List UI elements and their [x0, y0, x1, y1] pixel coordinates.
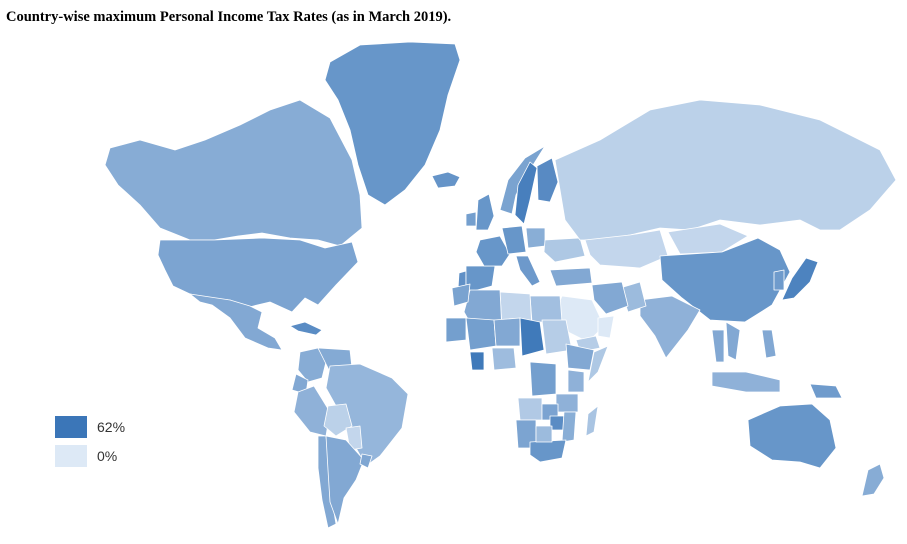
region-cuba[interactable]	[289, 321, 323, 336]
region-south-africa[interactable]	[529, 439, 567, 463]
region-peru[interactable]	[293, 385, 331, 437]
region-mozambique[interactable]	[561, 411, 577, 443]
region-greenland[interactable]	[324, 41, 461, 206]
region-niger[interactable]	[493, 317, 521, 347]
region-somalia[interactable]	[587, 345, 609, 383]
region-oman[interactable]	[597, 315, 615, 339]
region-finland[interactable]	[536, 157, 559, 203]
region-korea[interactable]	[773, 269, 785, 291]
region-bolivia[interactable]	[323, 403, 353, 437]
region-botswana[interactable]	[535, 425, 553, 443]
legend-max-swatch	[55, 416, 87, 438]
region-india[interactable]	[639, 295, 701, 359]
region-china[interactable]	[659, 237, 791, 323]
region-indonesia[interactable]	[711, 371, 781, 393]
legend-min-label: 0%	[97, 448, 118, 464]
legend-max-label: 62%	[97, 419, 126, 435]
region-tanzania[interactable]	[555, 393, 579, 413]
region-ivory-coast[interactable]	[469, 351, 485, 371]
region-madagascar[interactable]	[585, 405, 599, 437]
region-angola[interactable]	[517, 397, 543, 421]
chart-title: Country-wise maximum Personal Income Tax…	[6, 9, 452, 25]
region-canada[interactable]	[104, 99, 363, 247]
region-poland[interactable]	[525, 227, 546, 249]
region-nigeria[interactable]	[491, 347, 517, 371]
region-brazil[interactable]	[325, 363, 409, 467]
region-papua-new-guinea[interactable]	[809, 383, 843, 399]
region-mexico[interactable]	[189, 293, 283, 351]
region-kenya[interactable]	[567, 369, 585, 393]
region-argentina[interactable]	[325, 435, 365, 525]
region-kazakhstan[interactable]	[584, 229, 669, 269]
region-chad[interactable]	[519, 317, 545, 357]
region-mali[interactable]	[465, 317, 497, 351]
region-ireland[interactable]	[465, 211, 477, 227]
region-usa[interactable]	[157, 237, 359, 313]
region-ukraine[interactable]	[543, 237, 586, 263]
map-regions	[104, 41, 897, 529]
region-new-zealand[interactable]	[861, 463, 885, 497]
region-mauritania[interactable]	[445, 317, 467, 343]
region-spain[interactable]	[465, 265, 496, 293]
region-uruguay[interactable]	[359, 453, 373, 469]
region-mongolia[interactable]	[667, 223, 749, 255]
region-russia[interactable]	[554, 99, 897, 241]
region-thailand[interactable]	[711, 329, 725, 363]
region-iceland[interactable]	[431, 171, 461, 189]
region-japan[interactable]	[781, 257, 819, 301]
region-italy[interactable]	[515, 255, 541, 287]
region-germany[interactable]	[501, 225, 527, 255]
region-egypt[interactable]	[529, 295, 563, 323]
legend-min-swatch	[55, 445, 87, 467]
region-france[interactable]	[475, 235, 511, 267]
region-dr-congo[interactable]	[529, 361, 557, 397]
region-australia[interactable]	[747, 403, 837, 469]
region-iran[interactable]	[591, 281, 629, 315]
region-philippines[interactable]	[761, 329, 777, 359]
region-uk[interactable]	[475, 193, 495, 231]
region-turkey[interactable]	[549, 267, 593, 287]
region-vietnam[interactable]	[725, 321, 741, 361]
region-morocco[interactable]	[451, 283, 471, 307]
